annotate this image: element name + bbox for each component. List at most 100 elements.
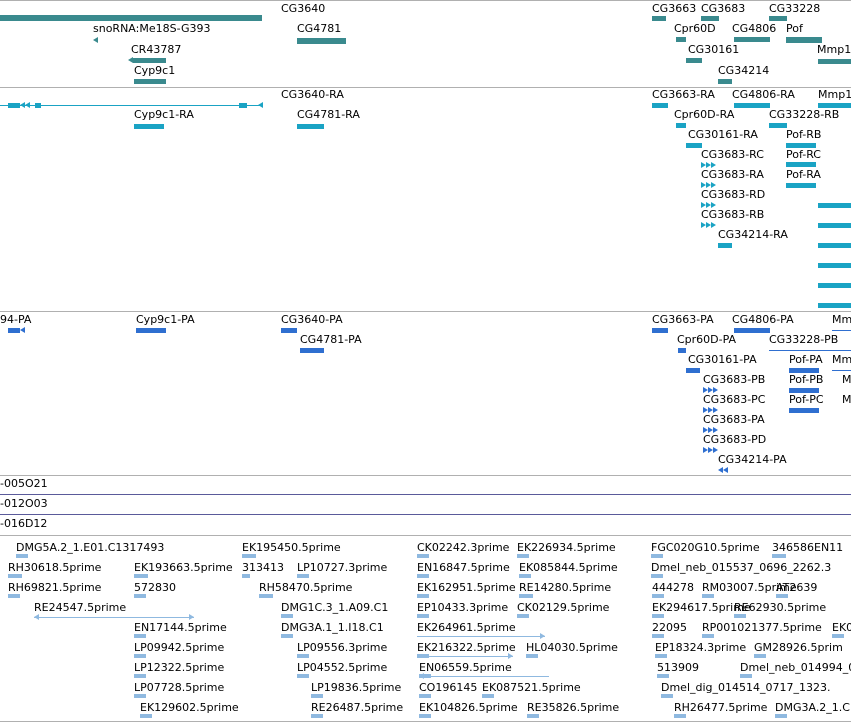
est-glyph[interactable] (134, 674, 146, 678)
est-glyph[interactable] (702, 634, 714, 638)
feature-label[interactable]: Pof-RA (786, 168, 821, 181)
feature-glyph[interactable] (818, 59, 851, 64)
feature-glyph[interactable] (786, 143, 816, 148)
est-label[interactable]: EK226934.5prime (517, 541, 616, 554)
feature-line[interactable] (0, 105, 262, 106)
est-label[interactable]: EP10433.3prime (417, 601, 509, 614)
est-glyph[interactable] (134, 574, 148, 578)
feature-line[interactable] (818, 265, 851, 266)
feature-label[interactable]: Cyp9c1 (134, 64, 176, 77)
est-label[interactable]: EK085844.5prime (519, 561, 618, 574)
est-label[interactable]: RE14280.5prime (519, 581, 612, 594)
est-glyph[interactable] (134, 594, 146, 598)
est-glyph[interactable] (281, 614, 293, 618)
feature-label[interactable]: CG4806-PA (732, 313, 794, 326)
feature-label[interactable]: CG3683-RD (701, 188, 766, 201)
est-glyph[interactable] (527, 714, 539, 718)
est-label[interactable]: EK087521.5prime (482, 681, 581, 694)
feature-line[interactable] (832, 370, 851, 371)
feature-line[interactable] (818, 245, 851, 246)
est-label[interactable]: LP19836.5prime (311, 681, 402, 694)
feature-glyph[interactable] (676, 123, 686, 128)
gene-glyph[interactable] (0, 15, 262, 21)
feature-glyph[interactable] (701, 16, 719, 21)
feature-glyph[interactable] (769, 16, 787, 21)
feature-label[interactable]: CG3640-PA (281, 313, 343, 326)
est-label[interactable]: EK264961.5prime (417, 621, 516, 634)
feature-label[interactable]: Cyp9c1-RA (134, 108, 194, 121)
feature-glyph[interactable] (786, 37, 822, 43)
est-glyph[interactable] (655, 654, 667, 658)
est-glyph[interactable] (526, 654, 538, 658)
feature-glyph[interactable] (133, 58, 166, 63)
feature-label[interactable]: Pof (786, 22, 803, 35)
est-glyph[interactable] (775, 714, 787, 718)
est-label[interactable]: Dmel_neb_015537_0696_2262.3 (651, 561, 832, 574)
feature-label[interactable]: CG3683-RC (701, 148, 764, 161)
est-glyph[interactable] (754, 654, 766, 658)
est-label[interactable]: FGC020G10.5prime (651, 541, 760, 554)
est-glyph[interactable] (281, 634, 293, 638)
est-label[interactable]: EK195450.5prime (242, 541, 341, 554)
feature-glyph[interactable] (786, 162, 816, 167)
feature-glyph[interactable] (789, 408, 819, 413)
feature-glyph[interactable] (676, 37, 686, 42)
feature-line[interactable] (769, 350, 851, 351)
est-glyph[interactable] (519, 594, 533, 598)
est-label[interactable]: 444278 (652, 581, 694, 594)
est-glyph[interactable] (242, 574, 250, 578)
est-label[interactable]: LP04552.5prime (297, 661, 388, 674)
est-label[interactable]: LP09942.5prime (134, 641, 225, 654)
est-glyph[interactable] (134, 694, 146, 698)
feature-line[interactable] (832, 330, 851, 331)
feature-label[interactable]: Mmp1 (818, 88, 851, 101)
est-glyph[interactable] (417, 574, 429, 578)
est-glyph[interactable] (297, 574, 309, 578)
est-glyph[interactable] (652, 614, 664, 618)
est-glyph[interactable] (8, 574, 22, 578)
est-label[interactable]: DMG3A.2_1.C (775, 701, 850, 714)
est-label[interactable]: DMG1C.3_1.A09.C1 (281, 601, 389, 614)
feature-glyph[interactable] (134, 79, 166, 84)
feature-glyph[interactable] (734, 328, 770, 333)
est-label[interactable]: LP12322.5prime (134, 661, 225, 674)
est-glyph[interactable] (242, 554, 256, 558)
est-label[interactable]: DMG5A.2_1.E01.C1317493 (16, 541, 165, 554)
feature-label[interactable]: M (842, 373, 851, 386)
est-label[interactable]: LP09556.3prime (297, 641, 388, 654)
est-label[interactable]: GM28926.5prim (754, 641, 843, 654)
feature-label[interactable]: Pof-RC (786, 148, 821, 161)
est-label[interactable]: EK162951.5prime (417, 581, 516, 594)
feature-glyph[interactable] (734, 103, 770, 108)
est-glyph[interactable] (651, 574, 663, 578)
feature-glyph[interactable] (297, 38, 346, 44)
feature-line[interactable] (34, 617, 194, 618)
est-label[interactable]: HL04030.5prime (526, 641, 618, 654)
est-label[interactable]: RE26487.5prime (311, 701, 404, 714)
feature-label[interactable]: snoRNA:Me18S-G393 (93, 22, 211, 35)
feature-label[interactable]: Mm (832, 313, 851, 326)
est-label[interactable]: 572830 (134, 581, 176, 594)
est-glyph[interactable] (740, 674, 752, 678)
est-label[interactable]: EK216322.5prime (417, 641, 516, 654)
feature-label[interactable]: Pof-PC (789, 393, 824, 406)
feature-label[interactable]: CG4806-RA (732, 88, 795, 101)
est-label[interactable]: 313413 (242, 561, 284, 574)
feature-label[interactable]: CG3683-RB (701, 208, 765, 221)
feature-label[interactable]: Pof-PA (789, 353, 823, 366)
feature-glyph[interactable] (789, 388, 819, 393)
feature-label[interactable]: CG4781 (297, 22, 342, 35)
feature-glyph[interactable] (297, 124, 324, 129)
feature-glyph[interactable] (652, 16, 666, 21)
feature-glyph[interactable] (686, 368, 700, 373)
feature-glyph[interactable] (818, 203, 851, 208)
feature-label[interactable]: CG3683-PB (703, 373, 766, 386)
feature-label[interactable]: CG33228-PB (769, 333, 839, 346)
est-label[interactable]: AT2639 (776, 581, 818, 594)
est-glyph[interactable] (674, 714, 686, 718)
feature-label[interactable]: CG34214-PA (718, 453, 787, 466)
feature-label[interactable]: Cpr60D-RA (674, 108, 735, 121)
est-label[interactable]: EN16847.5prime (417, 561, 510, 574)
est-label[interactable]: RP001021377.5prime (702, 621, 822, 634)
